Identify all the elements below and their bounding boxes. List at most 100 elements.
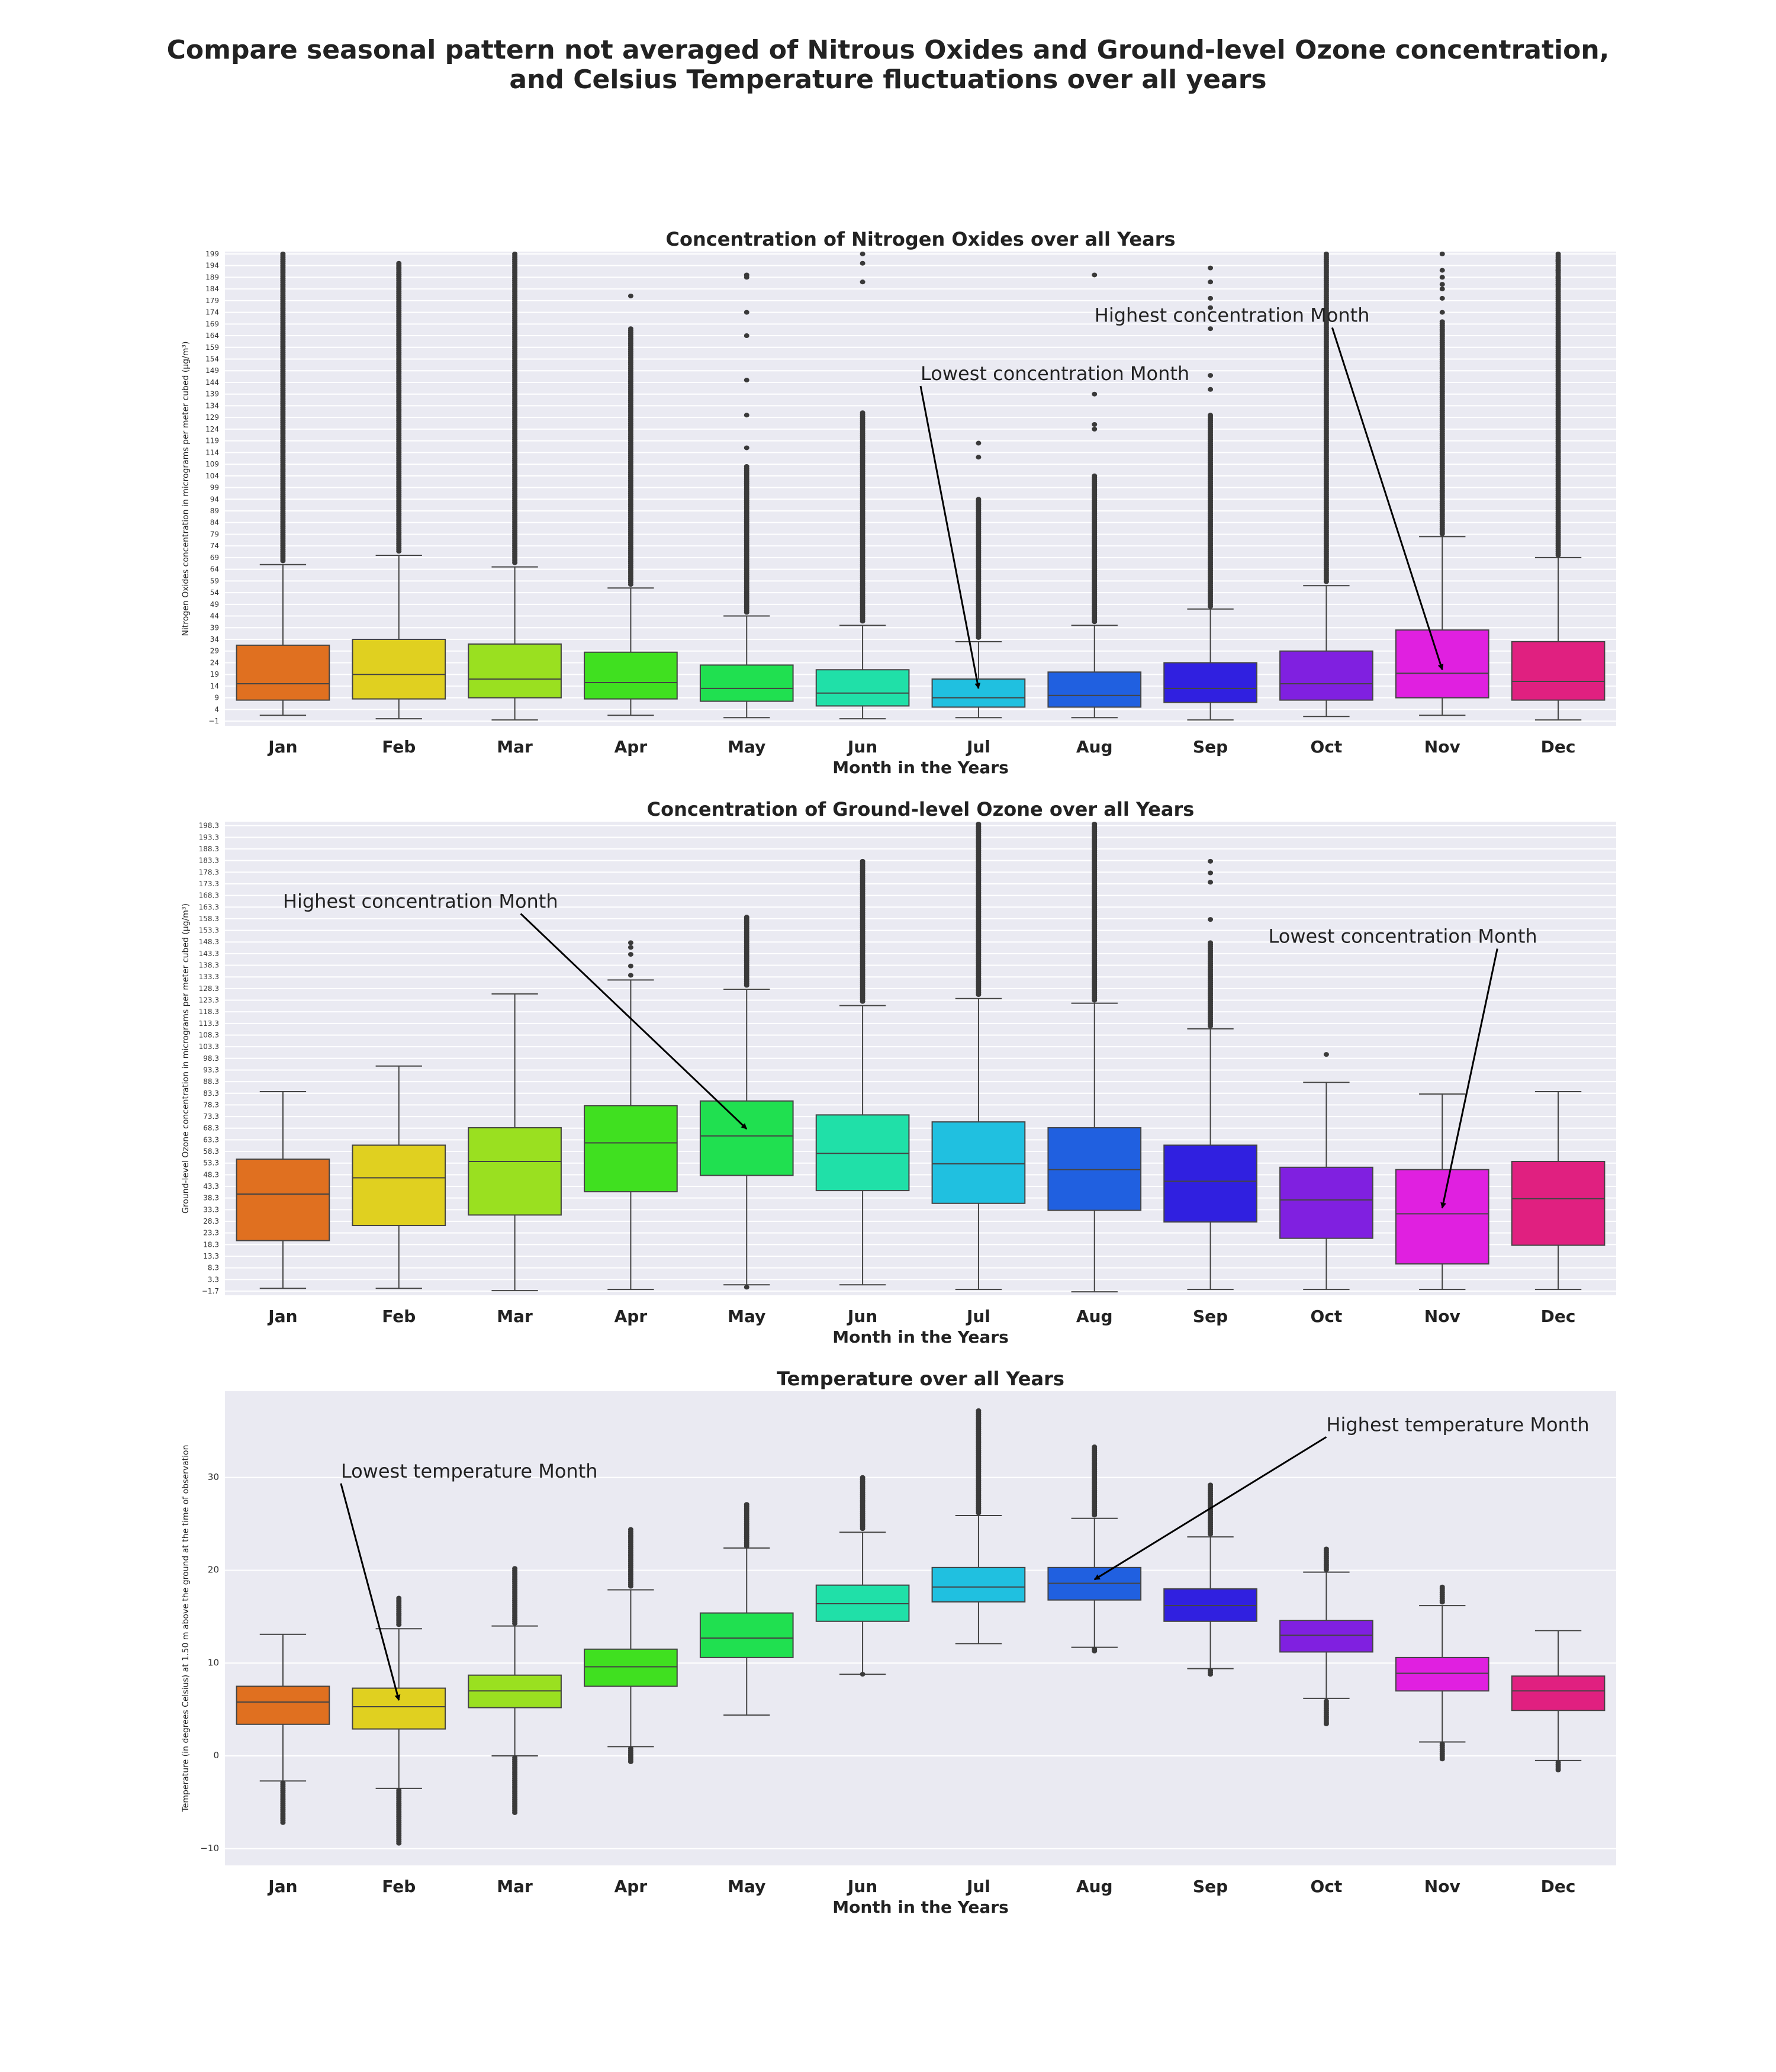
outlier-point [1208, 326, 1214, 332]
outlier-point [744, 983, 749, 988]
outlier-point [1092, 619, 1098, 625]
y-tick-label: 94 [210, 495, 219, 503]
outlier-point [1208, 1024, 1214, 1029]
y-tick-label: 183.3 [199, 857, 219, 865]
y-tick-label: 69 [210, 554, 219, 562]
box-Mar [468, 1566, 562, 1815]
box-body [1279, 650, 1373, 701]
y-tick-label: 114 [205, 448, 219, 456]
box-body [236, 644, 330, 701]
chart-panel-2: −1.7 3.3 8.3 13.3 18.3 23.3 28.3 33.3 38.3 43.3 48… [181, 798, 1616, 1347]
outlier-point [1092, 272, 1098, 278]
y-tick-label: 168.3 [199, 892, 219, 900]
y-tick-label: 28.3 [203, 1217, 219, 1225]
outlier-point [744, 378, 749, 383]
box-Jan [236, 252, 330, 716]
outlier-point [744, 610, 749, 615]
annotation-label: Highest concentration Month [283, 890, 558, 912]
outlier-point [1092, 426, 1098, 432]
box-body [1395, 1169, 1489, 1265]
figure-title-line-2: and Celsius Temperature fluctuations ove… [509, 65, 1267, 95]
y-tick-label: 54 [210, 588, 219, 597]
box-Jun [815, 1475, 910, 1677]
box-body [236, 1159, 330, 1241]
outlier-point [744, 1543, 749, 1549]
outlier-point [1092, 1648, 1098, 1653]
y-tick-label: 154 [205, 355, 219, 363]
outlier-point [1092, 391, 1098, 397]
y-tick-label: 119 [205, 437, 219, 445]
outlier-point [1208, 917, 1214, 922]
y-tick-label: 53.3 [203, 1159, 219, 1167]
y-tick-label: 30 [208, 1472, 219, 1482]
y-tick-label: 44 [210, 612, 219, 620]
box-Jul [931, 822, 1026, 1291]
y-tick-label: 43.3 [203, 1182, 219, 1191]
outlier-point [628, 1584, 633, 1589]
outlier-point [860, 619, 866, 624]
x-tick-label-Jul: Jul [966, 737, 990, 757]
y-tick-label: 10 [208, 1657, 219, 1668]
outlier-point [396, 1622, 402, 1627]
x-tick-label-Feb: Feb [382, 1877, 416, 1896]
y-tick-label: −1 [208, 717, 219, 725]
outlier-point [1208, 265, 1214, 271]
box-body [352, 1144, 446, 1227]
figure-title-line-1: Compare seasonal pattern not averaged of… [166, 35, 1610, 65]
box-body [1279, 1620, 1373, 1653]
outlier-point [628, 973, 633, 978]
outlier-point [1092, 998, 1098, 1003]
box-Oct [1279, 1082, 1373, 1291]
y-tick-label: 109 [205, 460, 219, 468]
y-tick-label: 58.3 [203, 1147, 219, 1156]
x-tick-label-Dec: Dec [1541, 1307, 1576, 1326]
box-body [1511, 1160, 1606, 1246]
y-tick-label: 198.3 [199, 822, 219, 830]
box-body [1279, 1166, 1373, 1239]
x-tick-label-Dec: Dec [1541, 1877, 1576, 1896]
y-tick-label: 68.3 [203, 1124, 219, 1132]
y-tick-label: 84 [210, 519, 219, 527]
outlier-point [744, 1285, 749, 1290]
outlier-point [512, 1810, 518, 1815]
y-tick-label: 138.3 [199, 961, 219, 970]
outlier-point [1439, 287, 1445, 292]
box-Dec [1511, 1091, 1606, 1291]
box-body [584, 1648, 678, 1687]
y-tick-label: 159 [205, 343, 219, 352]
outlier-point [628, 293, 633, 298]
y-tick-label: 123.3 [199, 996, 219, 1005]
y-tick-label: 148.3 [199, 938, 219, 946]
box-body [584, 651, 678, 700]
x-axis-label: Month in the Years [832, 1327, 1009, 1347]
outlier-point [628, 945, 633, 950]
y-tick-label: 63.3 [203, 1135, 219, 1144]
outlier-point [860, 1526, 866, 1532]
y-tick-label: 193.3 [199, 833, 219, 841]
y-axis-label: Ground-level Ozone concentration in micr… [181, 903, 191, 1214]
box-Nov [1395, 1584, 1489, 1762]
x-tick-label-Jan: Jan [267, 1877, 297, 1896]
box-Dec [1511, 1630, 1606, 1772]
outlier-point [1439, 1600, 1445, 1605]
outlier-point [1208, 295, 1214, 301]
annotation-label: Highest concentration Month [1095, 304, 1370, 326]
annotation-arrow [919, 385, 981, 689]
y-tick-label: 74 [210, 542, 219, 550]
box-Oct [1279, 1546, 1373, 1726]
y-tick-label: 13.3 [203, 1252, 219, 1260]
annotation-label: Highest temperature Month [1326, 1413, 1589, 1436]
y-tick-label: 79 [210, 530, 219, 538]
y-tick-label: 113.3 [199, 1019, 219, 1028]
x-tick-label-Jul: Jul [966, 1877, 990, 1896]
annotation-arrow [340, 1483, 401, 1701]
outlier-point [860, 1672, 866, 1677]
box-Aug [1047, 1444, 1142, 1653]
box-body [1511, 1675, 1606, 1711]
box-Jan [236, 1633, 330, 1825]
outlier-point [1439, 268, 1445, 273]
y-tick-label: 20 [208, 1565, 219, 1575]
outlier-point [860, 999, 866, 1004]
panel-title: Temperature over all Years [777, 1368, 1064, 1390]
